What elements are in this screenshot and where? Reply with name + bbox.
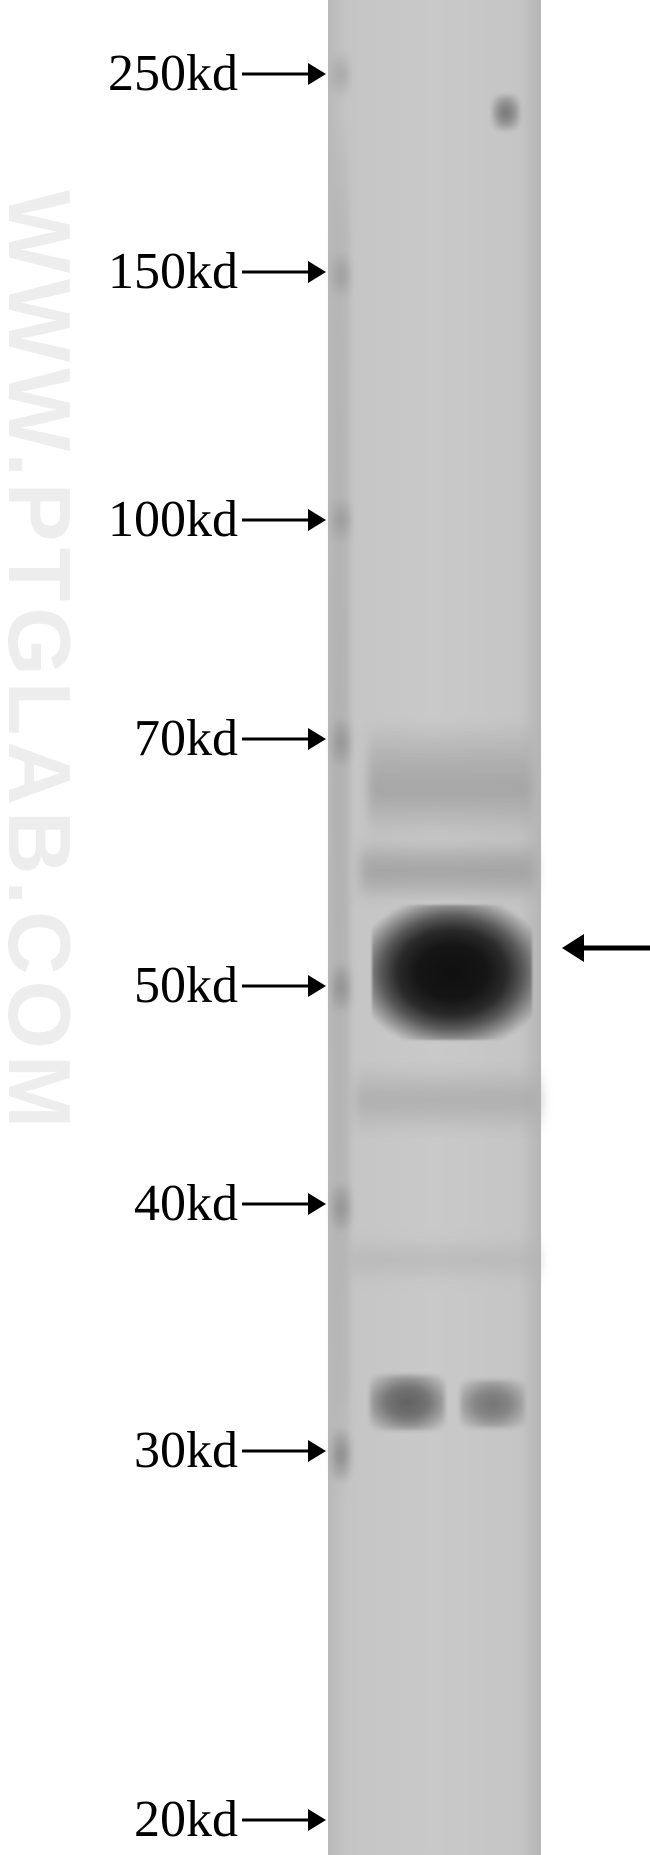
marker-arrow-50kd bbox=[240, 973, 330, 999]
main-band bbox=[372, 905, 532, 1040]
marker-label-50kd: 50kd bbox=[0, 956, 238, 1015]
marker-arrow-30kd bbox=[240, 1438, 330, 1464]
ladder-50 bbox=[330, 965, 352, 1010]
marker-arrow-70kd bbox=[240, 726, 330, 752]
faint-38kd bbox=[350, 1235, 540, 1285]
band-indicator-arrow bbox=[560, 932, 650, 964]
band-32kd-left bbox=[370, 1375, 445, 1430]
marker-arrow-40kd bbox=[240, 1191, 330, 1217]
marker-arrow-100kd bbox=[240, 507, 330, 533]
spot-top-right bbox=[492, 95, 520, 130]
marker-label-30kd: 30kd bbox=[0, 1421, 238, 1480]
ladder-100 bbox=[330, 500, 352, 540]
marker-arrow-250kd bbox=[240, 61, 330, 87]
ladder-250 bbox=[330, 55, 352, 95]
figure-container: WWW.PTGLAB.COM 250kd150kd100kd70kd50kd40… bbox=[0, 0, 650, 1855]
marker-label-40kd: 40kd bbox=[0, 1174, 238, 1233]
ladder-streak bbox=[332, 120, 350, 1500]
ladder-30 bbox=[330, 1430, 352, 1480]
marker-label-250kd: 250kd bbox=[0, 44, 238, 103]
blot-lane bbox=[328, 0, 541, 1855]
faint-45kd bbox=[355, 1065, 540, 1135]
marker-label-100kd: 100kd bbox=[0, 490, 238, 549]
ladder-40 bbox=[330, 1185, 352, 1230]
marker-arrow-150kd bbox=[240, 259, 330, 285]
ladder-150 bbox=[330, 255, 352, 295]
band-32kd-right bbox=[460, 1380, 525, 1428]
marker-label-70kd: 70kd bbox=[0, 709, 238, 768]
marker-label-20kd: 20kd bbox=[0, 1790, 238, 1849]
haze-60kd bbox=[360, 838, 535, 903]
ladder-70 bbox=[330, 720, 352, 765]
marker-label-150kd: 150kd bbox=[0, 242, 238, 301]
marker-arrow-20kd bbox=[240, 1807, 330, 1833]
haze-70kd bbox=[368, 720, 533, 840]
